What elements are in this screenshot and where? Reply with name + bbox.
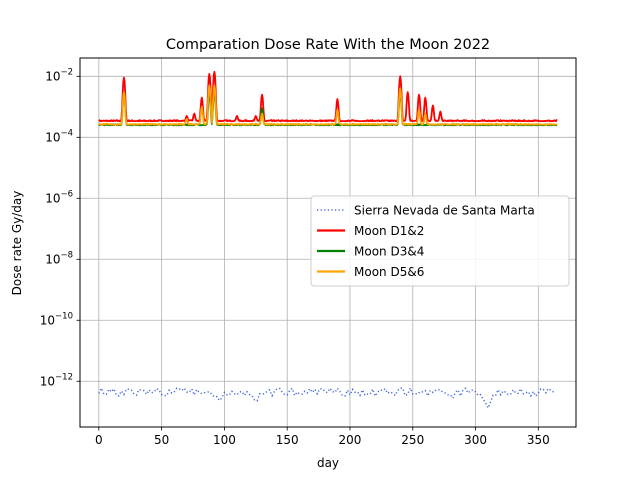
- y-tick-label: 10−2: [45, 67, 73, 83]
- series-line: [98, 84, 558, 126]
- y-tick-label: 10−8: [45, 250, 73, 266]
- plot-series: [98, 70, 558, 410]
- x-tick-label: 50: [154, 433, 169, 447]
- series-line: [98, 386, 556, 410]
- y-axis-label: Dose rate Gy/day: [10, 191, 24, 296]
- x-tick-label: 350: [527, 433, 550, 447]
- x-tick-label: 200: [339, 433, 362, 447]
- series-moon-d1-2: [98, 70, 558, 122]
- x-axis-ticks: 0 50 100 150 200 250 300 350: [95, 427, 550, 447]
- series-sierra-nevada-de-santa-marta: [98, 386, 556, 410]
- series-line: [98, 70, 558, 122]
- x-tick-label: 100: [213, 433, 236, 447]
- x-tick-label: 0: [95, 433, 103, 447]
- chart-title: Comparation Dose Rate With the Moon 2022: [166, 37, 490, 53]
- x-tick-label: 150: [276, 433, 299, 447]
- y-axis-ticks: 10−2 10−4 10−6 10−8 10−10 10−12: [40, 67, 80, 388]
- legend-label: Sierra Nevada de Santa Marta: [354, 204, 535, 218]
- plot-frame: [79, 57, 577, 428]
- series-moon-d5-6: [98, 84, 558, 126]
- y-tick-label: 10−4: [45, 128, 73, 144]
- legend-label: Moon D1&2: [354, 224, 424, 238]
- legend: Sierra Nevada de Santa Marta Moon D1&2 Moo…: [310, 195, 570, 287]
- y-tick-label: 10−12: [40, 372, 73, 388]
- y-tick-label: 10−10: [40, 311, 73, 327]
- x-tick-label: 300: [464, 433, 487, 447]
- legend-box: [310, 195, 570, 287]
- x-axis-label: day: [317, 456, 339, 470]
- y-tick-label: 10−6: [45, 189, 73, 205]
- legend-label: Moon D3&4: [354, 245, 424, 259]
- x-tick-label: 250: [401, 433, 424, 447]
- legend-label: Moon D5&6: [354, 265, 424, 279]
